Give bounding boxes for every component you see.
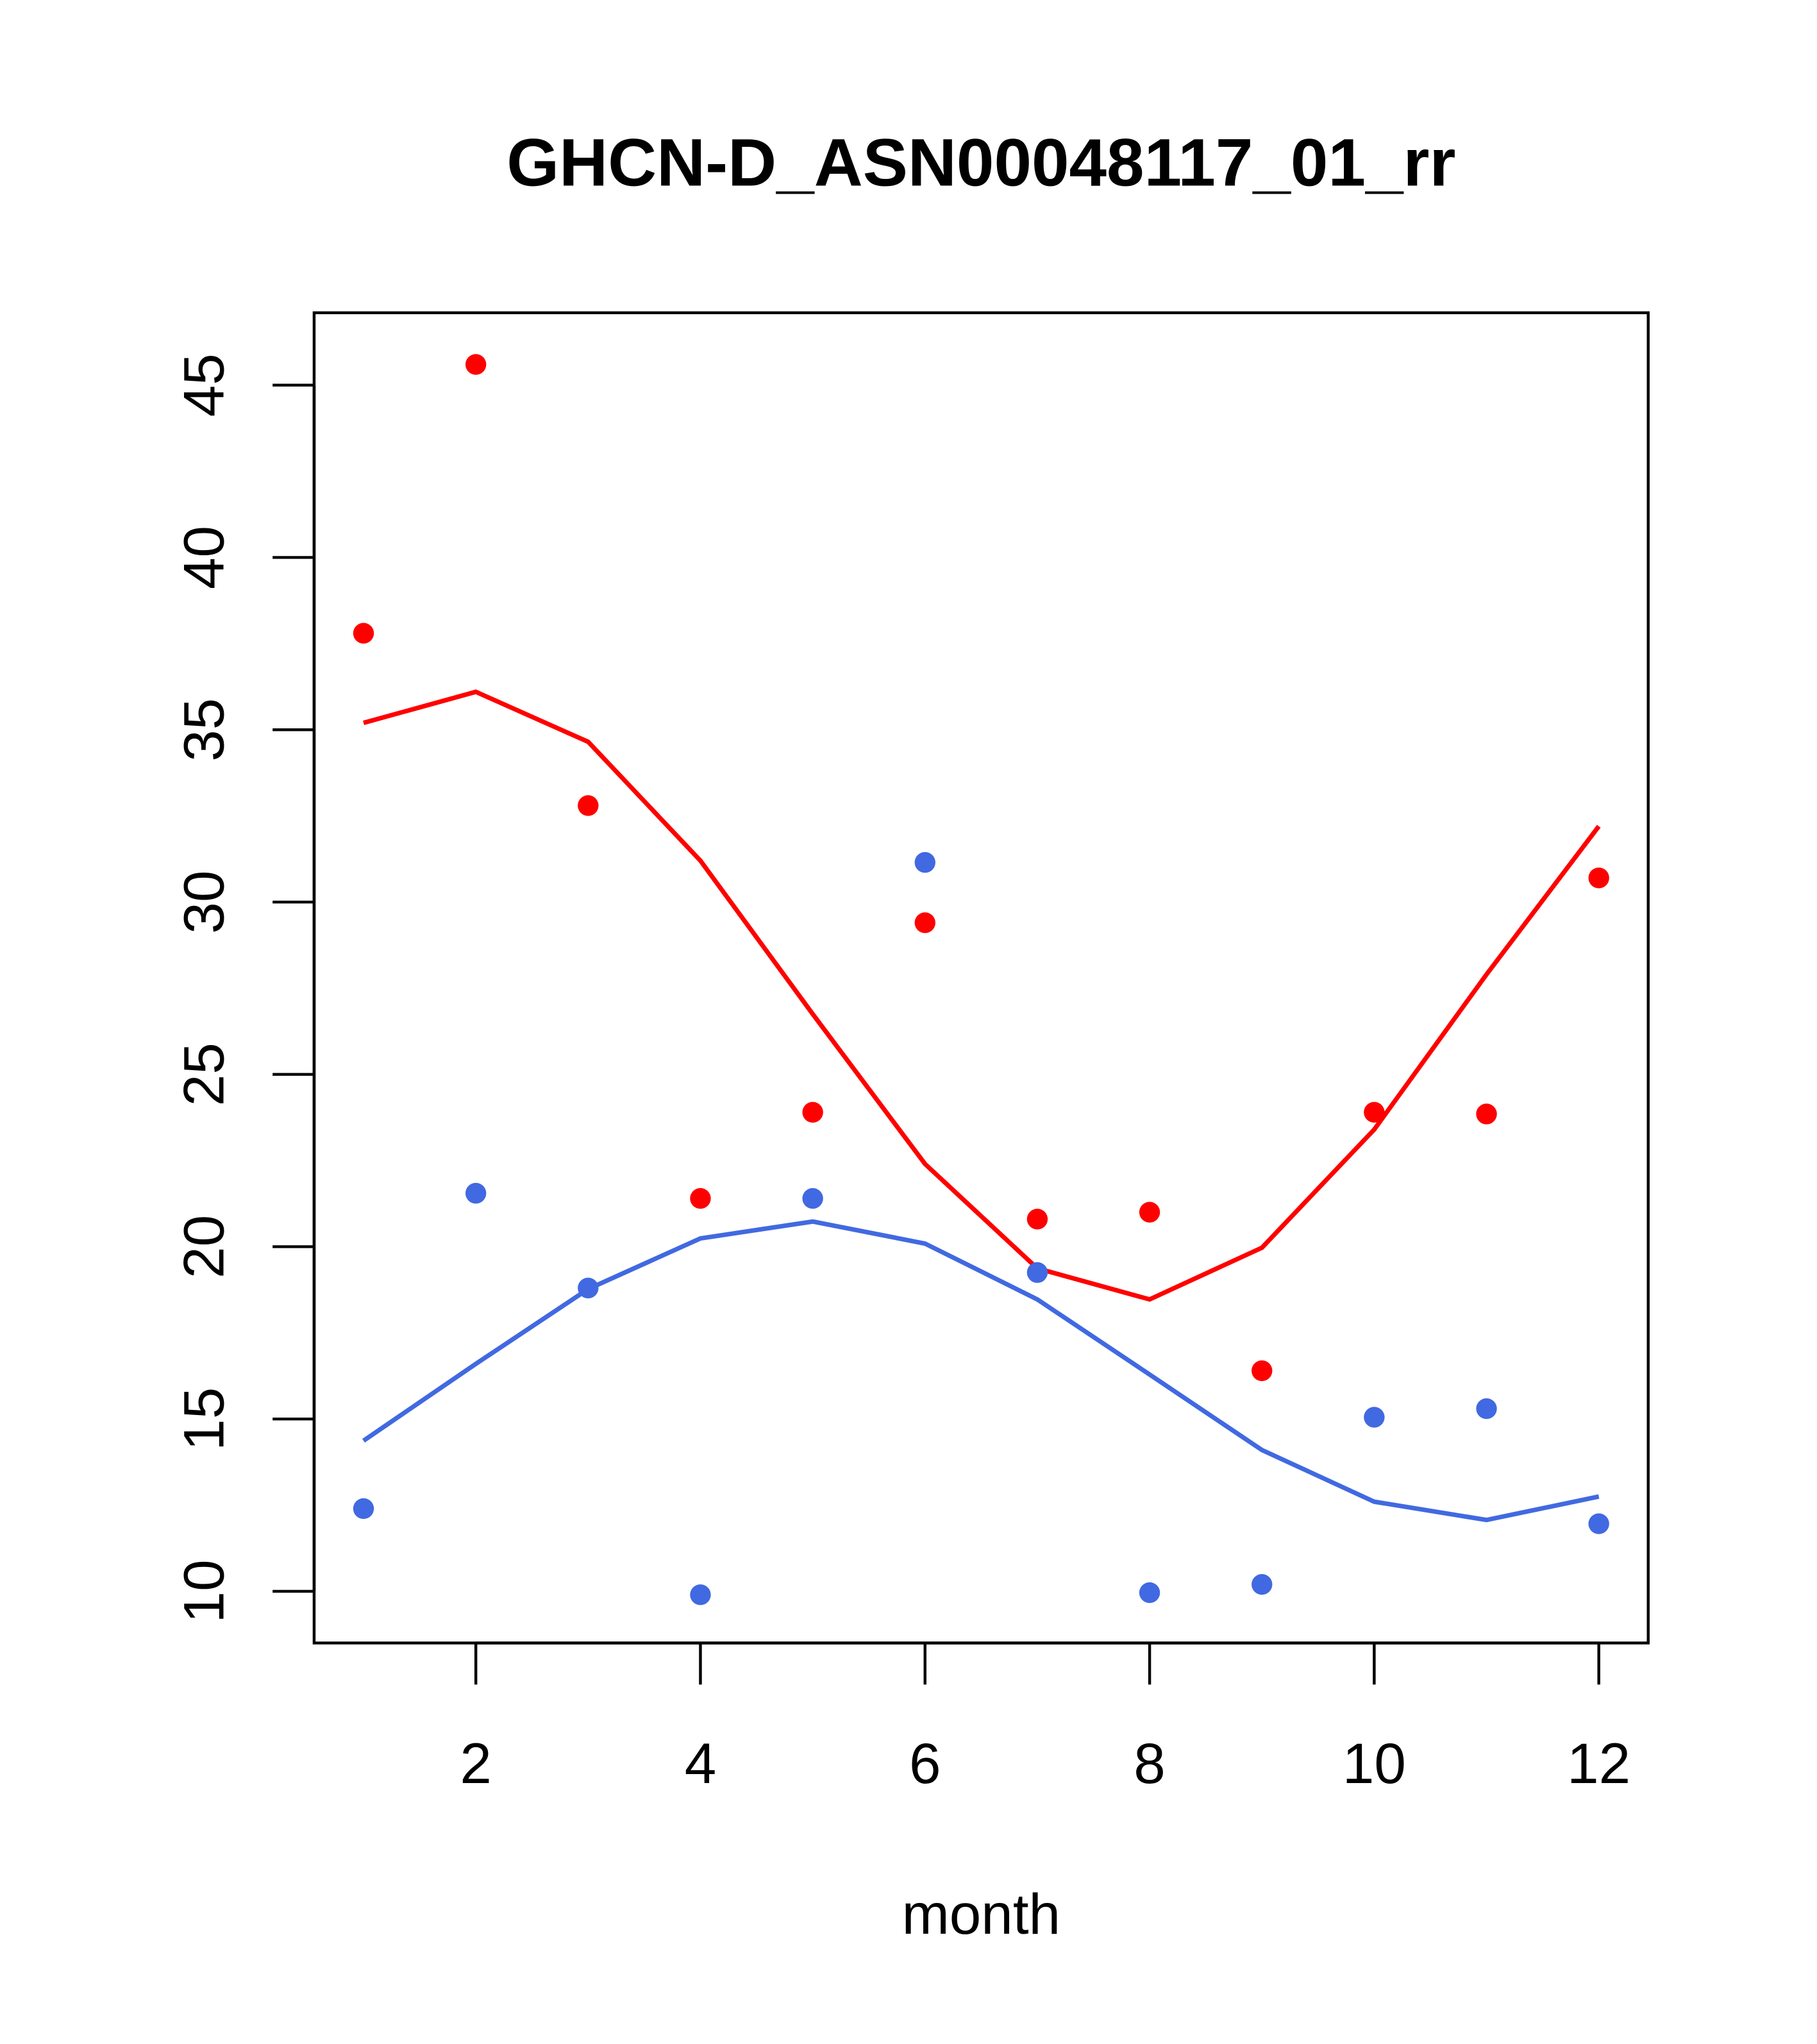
data-point	[465, 1182, 487, 1204]
y-tick-label: 30	[171, 870, 235, 934]
series-line	[362, 1219, 1600, 1523]
data-point	[914, 912, 935, 934]
x-tick-label: 4	[685, 1731, 717, 1795]
x-tick-label: 10	[1343, 1731, 1406, 1795]
series-layer	[353, 354, 1609, 1605]
data-point	[1364, 1102, 1385, 1123]
y-tick-label: 45	[171, 353, 235, 417]
data-point	[802, 1187, 823, 1209]
y-axis: 10 15 20 25 30 35 40 45	[171, 353, 316, 1623]
data-point	[578, 795, 599, 816]
data-point	[1476, 1398, 1497, 1420]
y-tick-label: 35	[171, 698, 235, 762]
data-point	[802, 1102, 823, 1123]
x-tick-label: 6	[909, 1731, 941, 1795]
x-axis-label: month	[902, 1882, 1061, 1946]
chart-title: GHCN-D_ASN00048117_01_rr	[507, 125, 1455, 200]
data-point	[690, 1584, 711, 1605]
y-tick-label: 10	[171, 1559, 235, 1623]
data-point	[914, 851, 935, 873]
x-axis: 2 4 6 8 10 12	[460, 1641, 1630, 1795]
data-point	[1139, 1582, 1160, 1604]
data-point	[1026, 1209, 1048, 1230]
data-point	[1588, 1513, 1609, 1534]
data-point	[353, 1498, 374, 1520]
data-point	[1252, 1360, 1273, 1382]
x-tick-label: 2	[460, 1731, 492, 1795]
data-point	[1588, 867, 1609, 889]
x-tick-label: 12	[1567, 1731, 1630, 1795]
data-point	[1026, 1262, 1048, 1283]
y-tick-label: 25	[171, 1043, 235, 1106]
data-point	[1364, 1407, 1385, 1428]
data-point	[1476, 1103, 1497, 1125]
data-point	[690, 1187, 711, 1209]
y-tick-label: 20	[171, 1215, 235, 1278]
plot-frame	[312, 311, 1650, 1645]
data-point	[1139, 1202, 1160, 1223]
data-point	[353, 623, 374, 644]
data-point	[465, 354, 487, 375]
y-tick-label: 40	[171, 526, 235, 589]
x-tick-label: 8	[1134, 1731, 1166, 1795]
series-line	[363, 689, 1601, 1302]
data-point	[578, 1277, 599, 1299]
y-tick-label: 15	[171, 1387, 235, 1451]
data-point	[1252, 1573, 1273, 1595]
